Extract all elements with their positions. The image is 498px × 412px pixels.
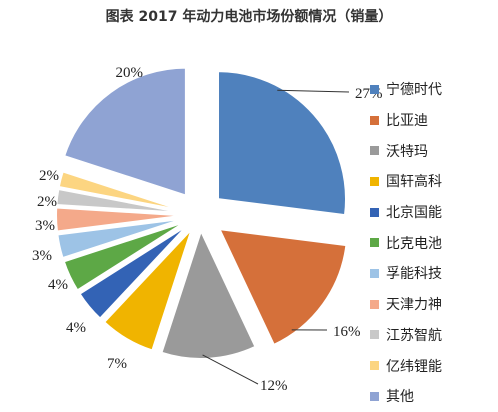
data-label-4: 7%	[107, 356, 127, 372]
legend-label: 亿纬锂能	[386, 356, 442, 376]
legend-item-9: 江苏智航	[370, 320, 498, 351]
pie-slice-11	[64, 68, 186, 196]
legend-swatch	[370, 116, 379, 125]
data-label-6: 4%	[48, 277, 68, 293]
data-label-8: 3%	[35, 218, 55, 234]
data-label-3: 12%	[260, 378, 288, 394]
legend-swatch	[370, 392, 379, 401]
legend-label: 沃特玛	[386, 141, 428, 161]
legend-label: 国轩高科	[386, 171, 442, 191]
legend-item-6: 比克电池	[370, 227, 498, 258]
legend-label: 北京国能	[386, 202, 442, 222]
legend-swatch	[370, 177, 379, 186]
legend-label: 宁德时代	[386, 79, 442, 99]
legend-swatch	[370, 361, 379, 370]
legend-swatch	[370, 208, 379, 217]
legend-swatch	[370, 85, 379, 94]
legend-swatch	[370, 300, 379, 309]
data-label-11: 20%	[116, 65, 144, 81]
legend-item-4: 国轩高科	[370, 166, 498, 197]
pie-slice-1	[218, 71, 346, 215]
legend-item-1: 宁德时代	[370, 74, 498, 105]
legend-swatch	[370, 330, 379, 339]
legend-swatch	[370, 146, 379, 155]
legend-label: 比克电池	[386, 233, 442, 253]
legend-swatch	[370, 269, 379, 278]
legend-item-5: 北京国能	[370, 197, 498, 228]
legend-label: 天津力神	[386, 294, 442, 314]
legend-label: 孚能科技	[386, 263, 442, 283]
leader-line-3	[203, 355, 258, 384]
legend-label: 比亚迪	[386, 110, 428, 130]
data-label-10: 2%	[39, 168, 59, 184]
data-label-5: 4%	[66, 320, 86, 336]
legend: 宁德时代比亚迪沃特玛国轩高科北京国能比克电池孚能科技天津力神江苏智航亿纬锂能其他	[370, 74, 498, 412]
legend-item-2: 比亚迪	[370, 105, 498, 136]
data-label-9: 2%	[37, 194, 57, 210]
legend-item-10: 亿纬锂能	[370, 350, 498, 381]
legend-label: 其他	[386, 386, 414, 406]
data-label-2: 16%	[333, 324, 361, 340]
legend-item-8: 天津力神	[370, 289, 498, 320]
legend-item-11: 其他	[370, 381, 498, 412]
legend-swatch	[370, 238, 379, 247]
legend-label: 江苏智航	[386, 325, 442, 345]
legend-item-3: 沃特玛	[370, 135, 498, 166]
data-label-7: 3%	[32, 248, 52, 264]
legend-item-7: 孚能科技	[370, 258, 498, 289]
